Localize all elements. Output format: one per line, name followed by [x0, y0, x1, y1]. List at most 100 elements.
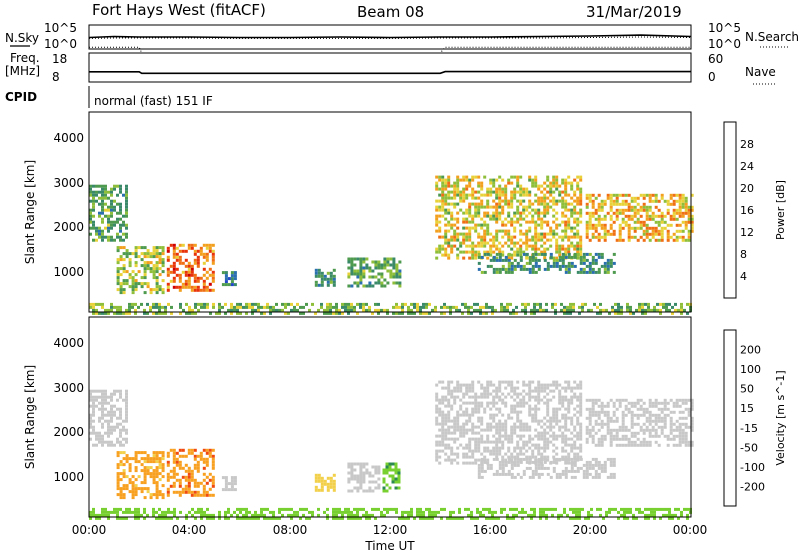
velocity-cbar-frame: [723, 329, 737, 507]
velocity-cell: [374, 471, 378, 475]
power-cell: [555, 238, 559, 242]
power-cell: [119, 187, 122, 191]
velocity-cell: [175, 451, 179, 455]
velocity-cell: [385, 465, 389, 469]
velocity-cell: [471, 422, 475, 426]
power-cell: [615, 202, 619, 206]
power-cell: [152, 255, 156, 259]
power-cell: [648, 232, 652, 236]
power-cell: [620, 308, 623, 312]
power-cell: [456, 181, 460, 185]
velocity-cell: [663, 404, 667, 408]
velocity-cell: [498, 472, 502, 476]
velocity-cell: [169, 448, 173, 452]
power-cell: [386, 269, 390, 273]
power-cell: [542, 308, 545, 312]
power-cell: [489, 232, 493, 236]
power-cell: [636, 211, 640, 215]
velocity-cell: [374, 516, 377, 520]
power-cell: [101, 184, 104, 188]
velocity-cell: [543, 428, 547, 432]
power-cell: [441, 196, 445, 200]
velocity-cell: [104, 407, 107, 411]
power-cell: [570, 211, 574, 215]
velocity-cell: [435, 440, 439, 444]
velocity-cell: [134, 516, 137, 520]
power-cell: [335, 308, 338, 312]
power-cell: [175, 255, 179, 259]
velocity-cell: [447, 458, 451, 462]
power-cell: [119, 202, 122, 206]
power-cell: [211, 249, 215, 253]
velocity-cell: [202, 478, 206, 482]
power-cell: [471, 190, 475, 194]
power-cell: [555, 223, 559, 227]
velocity-cell: [510, 410, 514, 414]
power-cell: [116, 273, 120, 277]
power-cell: [528, 202, 532, 206]
nsky-series: [88, 34, 692, 39]
power-cell: [585, 220, 589, 224]
velocity-cell: [486, 458, 490, 462]
power-cell: [564, 235, 568, 239]
power-cell: [555, 226, 559, 230]
velocity-cell: [522, 425, 526, 429]
velocity-cell: [125, 460, 129, 464]
power-cell: [365, 308, 368, 312]
velocity-cell: [449, 516, 452, 520]
velocity-cell: [119, 516, 122, 520]
power-cell: [504, 187, 508, 191]
power-cell: [573, 217, 577, 221]
power-cell: [212, 302, 215, 306]
power-cell: [128, 311, 131, 315]
velocity-cell: [510, 458, 514, 462]
power-cell: [666, 229, 670, 233]
power-cell: [618, 229, 622, 233]
velocity-cell: [549, 434, 553, 438]
velocity-cell: [211, 493, 215, 497]
velocity-cell: [383, 507, 386, 511]
velocity-cell: [468, 413, 472, 417]
power-cell: [549, 244, 553, 248]
velocity-cell: [456, 452, 460, 456]
power-cell: [404, 302, 407, 306]
power-cell: [561, 211, 565, 215]
power-cell: [202, 273, 206, 277]
power-cell: [101, 196, 104, 200]
power-cell: [425, 311, 428, 315]
velocity-cell: [606, 422, 610, 426]
power-cell: [545, 302, 548, 306]
power-cell: [368, 275, 372, 279]
nsearch-tick-bottom: 10^0: [708, 37, 741, 51]
velocity-cell: [181, 475, 185, 479]
power-cell: [122, 252, 126, 256]
power-cell: [492, 267, 496, 271]
power-cell: [455, 308, 458, 312]
power-cell: [251, 305, 254, 309]
velocity-cell: [184, 484, 188, 488]
power-cell: [362, 284, 366, 288]
power-cell: [566, 308, 569, 312]
velocity-cell: [543, 389, 547, 393]
power-cell: [146, 252, 150, 256]
velocity-cell: [660, 401, 664, 405]
velocity-cell: [539, 507, 542, 511]
velocity-cell: [113, 404, 116, 408]
power-cell: [116, 184, 119, 188]
velocity-cell: [362, 474, 366, 478]
power-cell: [456, 193, 460, 197]
power-cell: [356, 281, 360, 285]
power-cell: [579, 253, 583, 257]
velocity-cell: [522, 389, 526, 393]
power-cell: [122, 267, 126, 271]
velocity-cell: [134, 457, 138, 461]
power-cell: [101, 205, 104, 209]
power-cell: [128, 252, 132, 256]
power-cell: [585, 226, 589, 230]
velocity-cell: [314, 473, 318, 477]
power-cell: [389, 269, 393, 273]
velocity-cell: [187, 475, 191, 479]
power-cell: [143, 264, 147, 268]
velocity-cell: [480, 440, 484, 444]
power-cell: [519, 175, 523, 179]
